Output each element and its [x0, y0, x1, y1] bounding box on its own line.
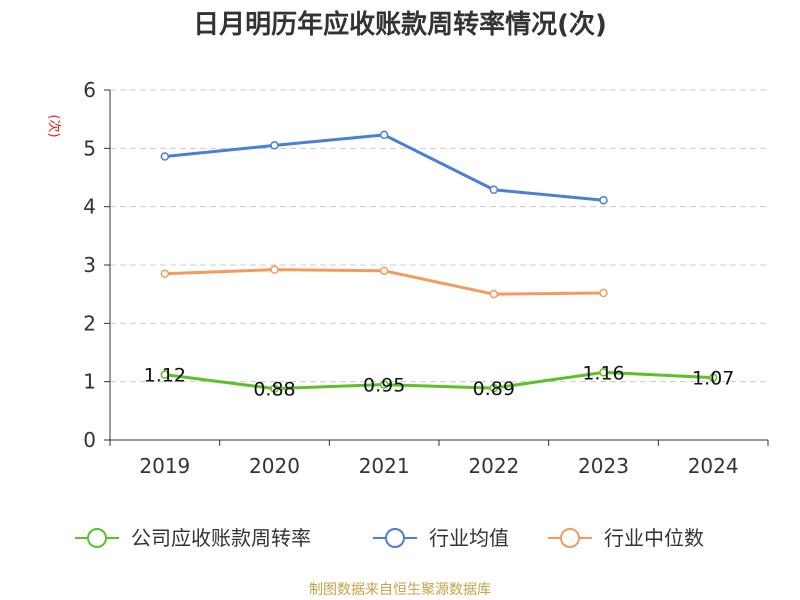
series-layer: 1.12 0.88 0.95 0.89 1.16 1.07: [144, 130, 735, 401]
data-point: [160, 370, 170, 379]
data-point: [379, 380, 389, 389]
y-axis-label: (次): [46, 114, 62, 137]
legend: 公司应收账款周转率 行业均值 行业中位数: [75, 526, 704, 550]
x-tick-label: 2020: [249, 454, 300, 478]
legend-item: 行业均值: [373, 526, 509, 550]
y-tick-label: 4: [83, 195, 96, 219]
data-point: [599, 288, 608, 298]
data-point: [489, 185, 499, 194]
data-point: [489, 383, 499, 393]
series-1: [160, 130, 608, 205]
data-point: [379, 266, 389, 276]
y-tick-label: 0: [83, 428, 96, 452]
data-point: [708, 373, 718, 382]
legend-marker: [385, 528, 405, 548]
data-label: 0.95: [363, 375, 405, 397]
legend-label: 行业中位数: [604, 526, 704, 550]
data-point: [489, 289, 499, 299]
data-label: 1.07: [692, 368, 734, 390]
legend-item: 行业中位数: [548, 526, 704, 550]
data-point: [270, 141, 279, 150]
data-label: 1.16: [582, 362, 624, 384]
data-label: 0.88: [253, 379, 295, 401]
axes: 0 1 2 3 4 5 6 2019 2020 2021 2022 2023 2024: [83, 78, 769, 478]
data-point: [270, 384, 279, 393]
source-footer: 制图数据来自恒生聚源数据库: [309, 582, 491, 598]
data-point: [270, 265, 279, 274]
grid-lines: [110, 89, 768, 383]
data-point: [160, 269, 170, 278]
series-0: 1.12 0.88 0.95 0.89 1.16 1.07: [144, 362, 735, 400]
x-tick-label: 2021: [359, 454, 410, 478]
legend-item: 公司应收账款周转率: [75, 526, 311, 550]
y-tick-label: 2: [83, 311, 96, 335]
y-tick-label: 3: [83, 253, 96, 277]
data-point: [599, 196, 608, 205]
y-tick-label: 5: [83, 136, 96, 160]
series-2: [160, 265, 608, 299]
data-point: [599, 368, 608, 377]
legend-marker: [560, 528, 580, 548]
legend-label: 公司应收账款周转率: [131, 526, 311, 550]
series-line: [164, 133, 604, 202]
data-label: 1.12: [144, 365, 186, 387]
x-tick-label: 2024: [688, 454, 739, 478]
y-tick-label: 1: [83, 370, 96, 394]
data-label: 0.89: [473, 378, 515, 400]
data-point: [379, 130, 389, 140]
chart-title: 日月明历年应收账款周转率情况(次): [193, 9, 607, 40]
legend-label: 行业均值: [429, 526, 509, 550]
data-point: [160, 152, 170, 161]
x-tick-label: 2019: [139, 454, 190, 478]
y-tick-label: 6: [83, 78, 96, 102]
x-tick-label: 2023: [578, 454, 629, 478]
x-tick-label: 2022: [468, 454, 519, 478]
series-line: [164, 370, 714, 391]
legend-marker: [87, 528, 107, 548]
